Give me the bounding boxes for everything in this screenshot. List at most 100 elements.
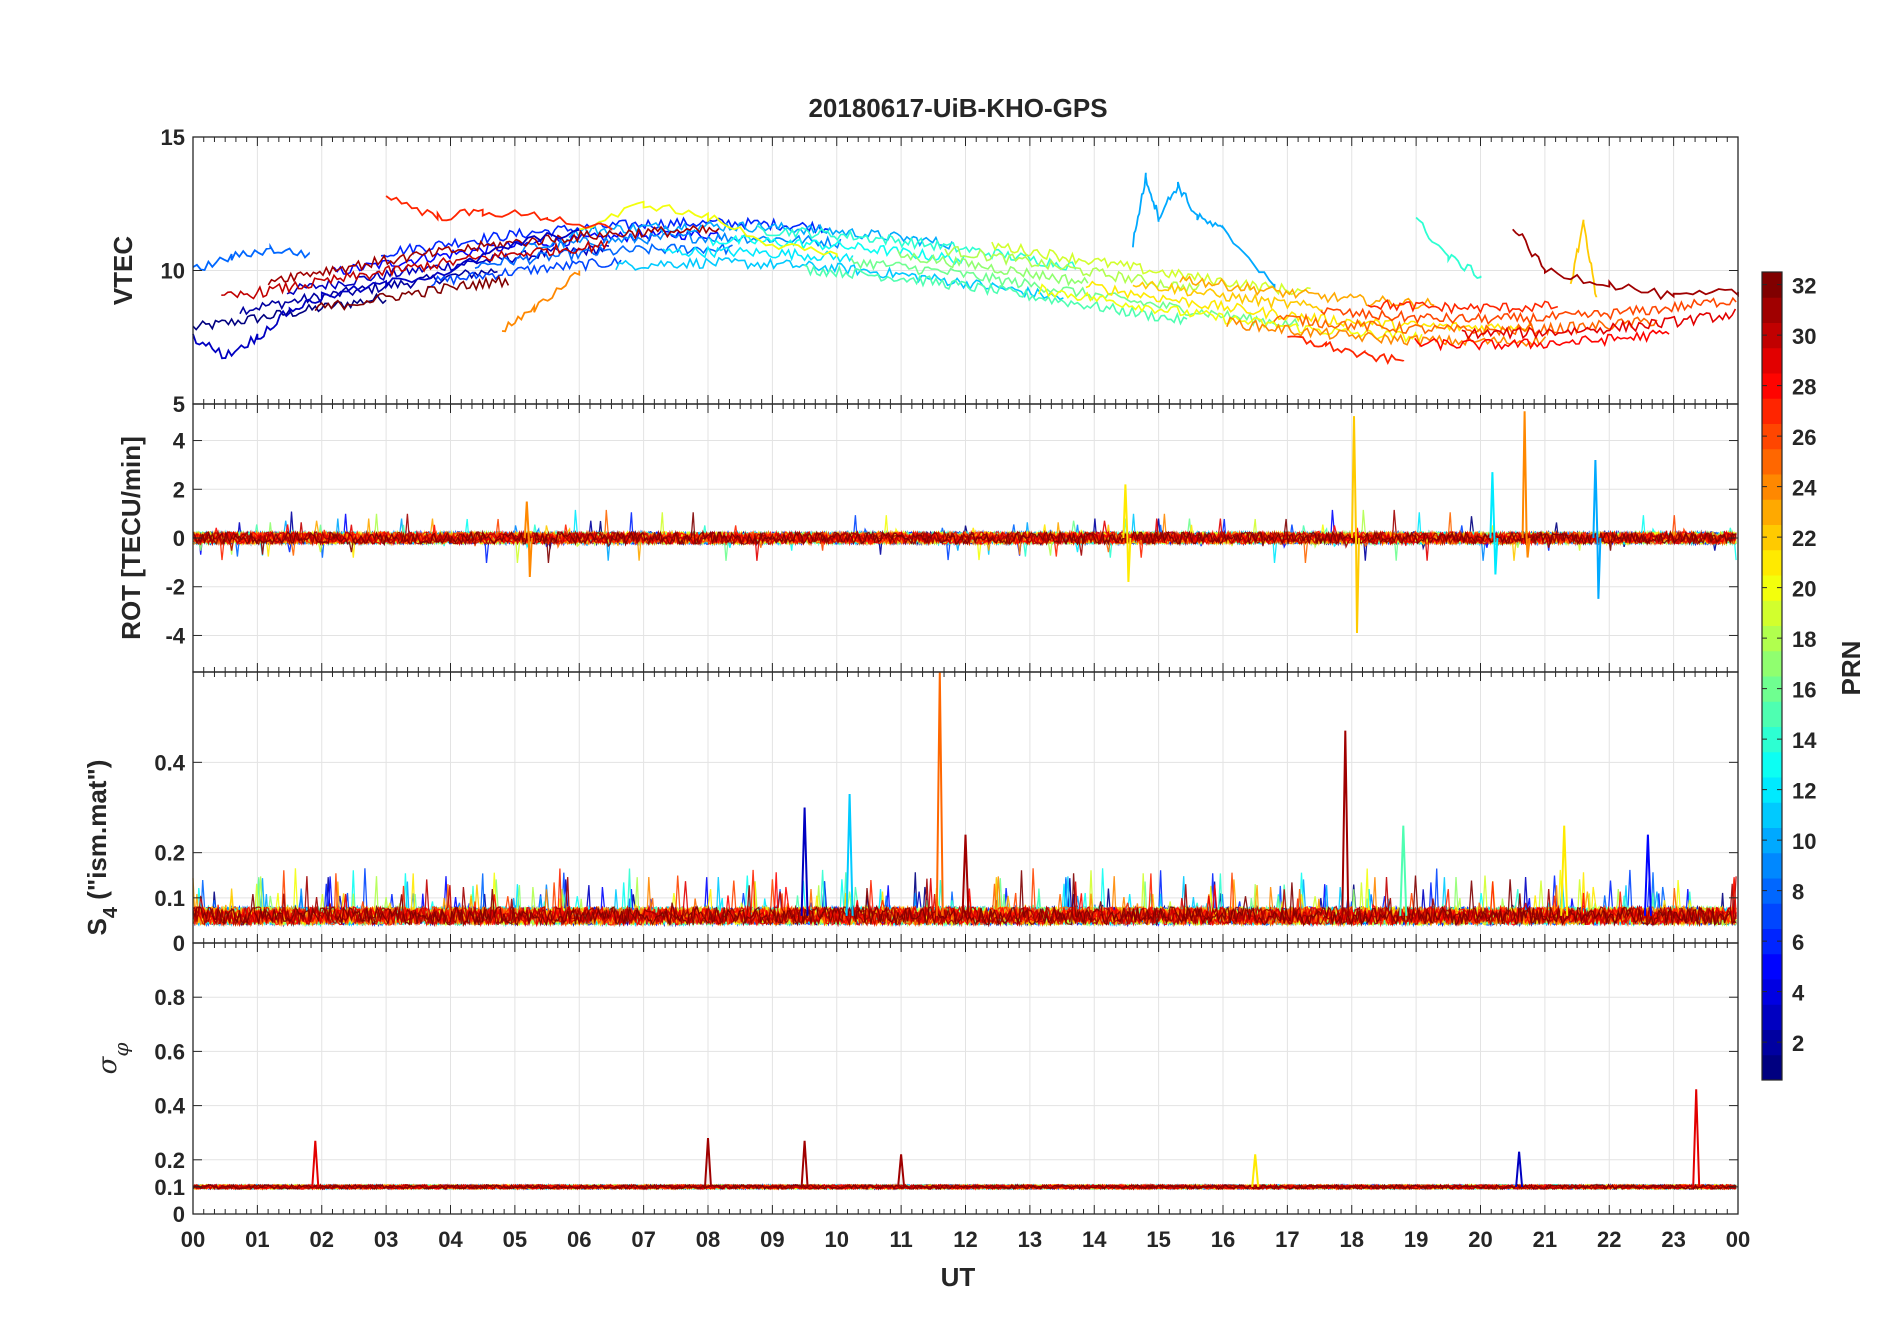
vtec-series-prn-22: [1569, 219, 1598, 298]
panel-s4: 0 0.1 0.2 0.4 S4 ("ism.mat"): [82, 671, 1739, 956]
colorbar-swatch: [1762, 499, 1782, 525]
sigma_phi-trace-prn-31: [192, 1183, 1737, 1191]
sigma_phi-trace-prn-32: [192, 1183, 1737, 1191]
vtec-series-prn-14: [1415, 216, 1482, 279]
colorbar-swatch: [1762, 549, 1782, 576]
colorbar-swatch: [1762, 701, 1782, 727]
y-axis-label-main: S: [82, 918, 112, 935]
vtec-trace-prn-19: [991, 241, 1311, 296]
vtec-series-prn-10: [1132, 172, 1276, 289]
vtec-trace-prn-13: [709, 234, 965, 266]
x-tick-label: 11: [889, 1227, 912, 1252]
rot-spike-prn-24: [523, 501, 533, 578]
x-tick-label: 10: [825, 1227, 849, 1252]
y-tick-label: 10: [161, 259, 185, 284]
s4-spike-prn-25: [935, 671, 944, 916]
y-axis-label: VTEC: [108, 236, 138, 306]
y-tick-label: 0: [173, 1202, 185, 1227]
panel-rot: -4 -2 0 2 4 ROT [TECU/min]: [116, 403, 1739, 673]
x-tick-label: 12: [953, 1227, 977, 1252]
y-tick-label: 0.4: [154, 1094, 185, 1119]
x-tick-label: 23: [1661, 1227, 1685, 1252]
colorbar-swatch: [1762, 347, 1782, 374]
colorbar-swatch: [1762, 1029, 1782, 1056]
vtec-series-prn-27: [1287, 335, 1405, 365]
colorbar-swatch: [1762, 524, 1782, 551]
vtec-series-prn-31: [1512, 228, 1739, 301]
sigma_phi-spike-prn-31: [800, 1140, 809, 1187]
y-axis-label-rest: ("ism.mat"): [82, 760, 112, 907]
colorbar-swatch: [1762, 322, 1782, 349]
rot-trace-prn-31: [192, 509, 1737, 556]
rot-trace-prn-32: [192, 512, 1737, 563]
rot-spike-prn-21: [1122, 484, 1132, 582]
colorbar-swatch: [1762, 676, 1782, 702]
y-axis-label: S4 ("ism.mat"): [82, 760, 122, 936]
vtec-trace-prn-7: [427, 256, 622, 289]
colorbar-tick-label: 18: [1792, 627, 1816, 652]
colorbar-tick-label: 14: [1792, 728, 1817, 753]
x-tick-label: 08: [696, 1227, 720, 1252]
vtec-trace-prn-10: [568, 221, 953, 250]
colorbar-swatch: [1762, 575, 1782, 601]
colorbar-tick-label: 16: [1792, 678, 1816, 703]
colorbar-label: PRN: [1836, 641, 1866, 696]
rot-spike-prn-22: [1351, 416, 1360, 634]
colorbar-frame: [1761, 271, 1783, 1081]
colorbar-swatch: [1762, 1004, 1782, 1030]
x-tick-label: 06: [567, 1227, 591, 1252]
x-tick-label: 16: [1211, 1227, 1235, 1252]
vtec-trace-prn-28: [1414, 329, 1670, 352]
y-axis-label-symbol: σ: [93, 1055, 123, 1074]
vtec-series-prn-8: [192, 242, 310, 271]
y-axis-label-sub: φ: [109, 1043, 133, 1057]
y-tick-label: 0.2: [154, 1148, 185, 1173]
colorbar-tick-label: 22: [1792, 526, 1816, 551]
y-tick-label: 5: [173, 392, 185, 417]
rot-spike-prn-10: [1592, 459, 1602, 599]
sigma_phi-spike-prn-29: [311, 1140, 320, 1187]
colorbar-swatch: [1762, 474, 1782, 500]
s4-spike-prn-21: [1560, 825, 1569, 916]
sigma_phi-spike-prn-29: [1692, 1089, 1701, 1187]
sigma_phi-spike-prn-31: [704, 1138, 712, 1187]
colorbar-tick-label: 6: [1792, 930, 1804, 955]
colorbar-swatch: [1762, 650, 1782, 677]
y-tick-label: 0.6: [154, 1039, 185, 1064]
colorbar-tick-label: 10: [1792, 829, 1816, 854]
vtec-series-prn-20: [579, 200, 838, 258]
colorbar-swatch: [1762, 373, 1782, 399]
colorbar-swatch: [1762, 423, 1782, 450]
y-axis-label-sub: 4: [100, 906, 122, 918]
x-axis-label: UT: [941, 1262, 976, 1292]
x-tick-label: 07: [631, 1227, 655, 1252]
sigma_phi-spike-prn-21: [1251, 1154, 1260, 1187]
colorbar-swatch: [1762, 448, 1782, 475]
x-tick-label: 03: [374, 1227, 398, 1252]
vtec-trace-prn-2: [239, 267, 498, 316]
colorbar-swatch: [1762, 777, 1782, 803]
x-tick-label: 02: [310, 1227, 334, 1252]
vtec-trace-prn-21: [1085, 280, 1535, 335]
vtec-trace-prn-29: [1461, 308, 1737, 341]
figure-title: 20180617-UiB-KHO-GPS: [808, 93, 1107, 123]
colorbar-swatch: [1762, 625, 1782, 652]
vtec-trace-prn-26: [1320, 296, 1737, 326]
colorbar-tick-label: 12: [1792, 779, 1816, 804]
colorbar-swatch: [1762, 878, 1782, 904]
series-group: [192, 671, 1737, 928]
x-tick-label: 21: [1533, 1227, 1557, 1252]
vtec-trace-prn-31: [267, 224, 720, 286]
vtec-trace-prn-6: [380, 216, 829, 258]
s4-spike-prn-11: [845, 793, 854, 916]
vtec-trace-prn-9: [521, 231, 842, 253]
x-tick-label: 09: [760, 1227, 784, 1252]
series-group: [192, 172, 1739, 365]
vtec-trace-prn-24: [1226, 316, 1547, 348]
y-axis-label: ROT [TECU/min]: [116, 436, 146, 640]
y-tick-label: 0.4: [154, 750, 185, 775]
colorbar-swatch: [1762, 398, 1782, 424]
colorbar-tick-label: 24: [1792, 476, 1817, 501]
x-tick-label: 22: [1597, 1227, 1621, 1252]
